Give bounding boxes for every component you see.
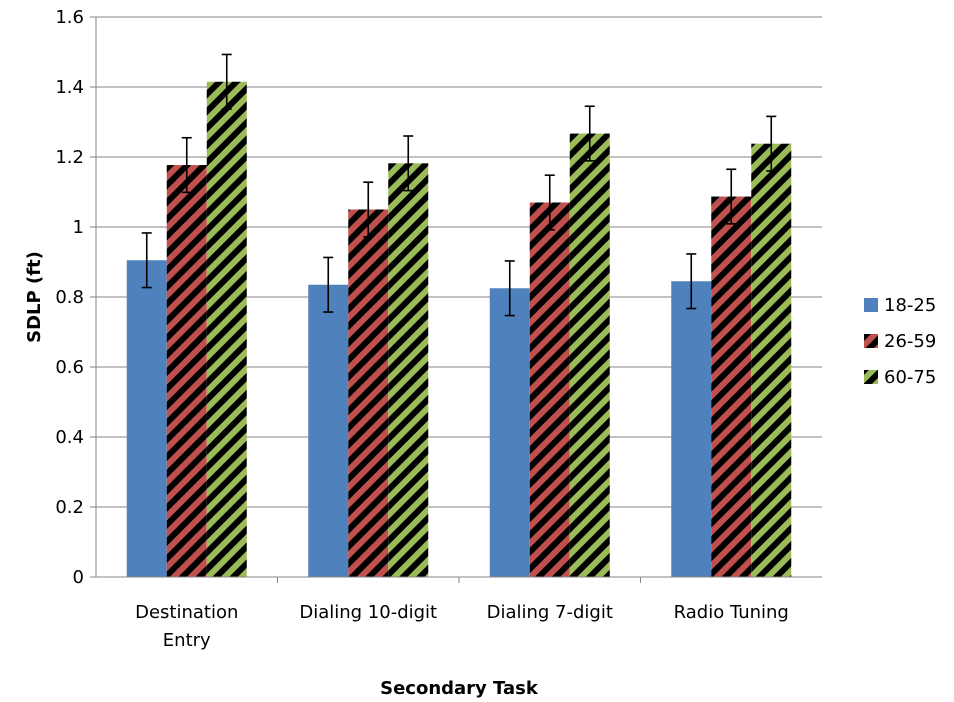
legend-label: 26-59	[884, 331, 936, 352]
bar-60-75	[751, 143, 792, 577]
legend-swatch-60-75	[864, 370, 878, 384]
bar-18-25	[308, 284, 349, 577]
legend: 18-25 26-59 60-75	[864, 295, 936, 388]
error-bars	[141, 53, 777, 317]
y-tick-label: 1	[73, 217, 84, 238]
bar-18-25	[489, 288, 530, 577]
y-tick-label: 0	[73, 567, 84, 588]
category-labels: Destination Entry Dialing 10-digit Dialing …	[135, 602, 789, 651]
y-tick-label: 0.2	[55, 497, 84, 518]
bars	[126, 81, 792, 578]
y-tick-label: 0.8	[55, 287, 84, 308]
bar-26-59	[348, 209, 389, 577]
y-tick-labels: 0 0.2 0.4 0.6 0.8 1 1.2 1.4 1.6	[55, 7, 84, 588]
bar-18-25	[126, 260, 167, 577]
legend-swatch-26-59	[864, 334, 878, 348]
y-tick-label: 1.2	[55, 147, 84, 168]
y-tick-label: 1.6	[55, 7, 84, 28]
x-axis-title: Secondary Task	[380, 678, 539, 699]
category-label: Radio Tuning	[674, 602, 789, 623]
y-tick-label: 1.4	[55, 77, 84, 98]
category-label: Dialing 10-digit	[299, 602, 437, 623]
bar-26-59	[711, 196, 752, 578]
bar-26-59	[529, 202, 570, 577]
legend-label: 60-75	[884, 367, 936, 388]
axes	[95, 17, 822, 583]
bar-60-75	[206, 81, 247, 577]
y-tick-label: 0.6	[55, 357, 84, 378]
bar-60-75	[388, 163, 429, 578]
legend-label: 18-25	[884, 295, 936, 316]
category-label: Entry	[163, 630, 211, 651]
bar-26-59	[166, 165, 207, 578]
bar-60-75	[569, 133, 610, 578]
legend-swatch-18-25	[864, 298, 878, 312]
y-axis-title: SDLP (ft)	[24, 251, 45, 343]
category-label: Destination	[135, 602, 238, 623]
y-tick-label: 0.4	[55, 427, 84, 448]
category-label: Dialing 7-digit	[487, 602, 613, 623]
bar-18-25	[671, 281, 712, 577]
